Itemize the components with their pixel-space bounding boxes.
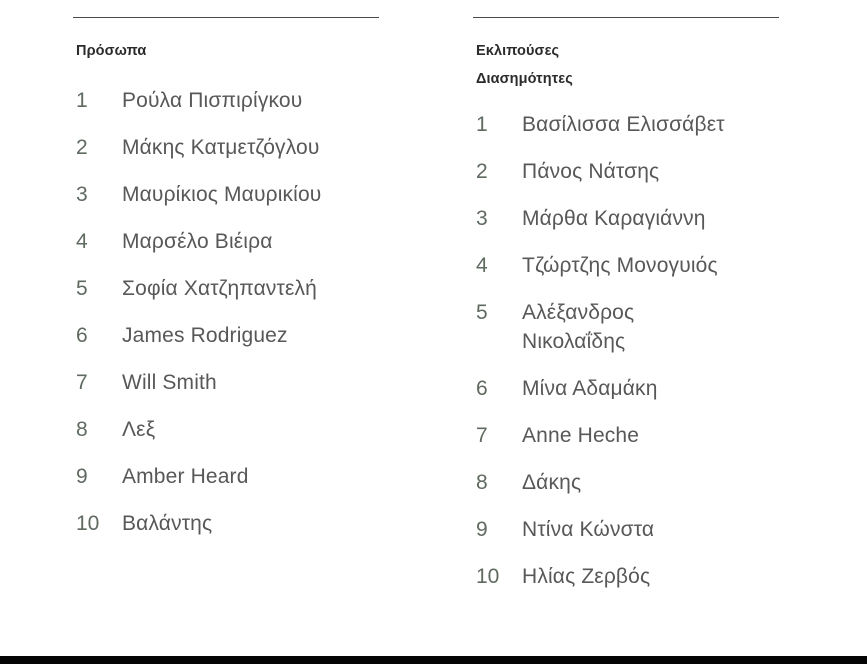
- rank-number: 3: [476, 207, 488, 230]
- column-divider-rule: [473, 17, 779, 18]
- list-item[interactable]: 5 Σοφία Χατζηπαντελή: [73, 274, 379, 303]
- list-item[interactable]: 9 Ντίνα Κώνστα: [473, 515, 779, 544]
- entry-name[interactable]: Anne Heche: [522, 424, 640, 447]
- list-item[interactable]: 4 Τζώρτζης Μονογυιός: [473, 251, 779, 280]
- entry-name[interactable]: Will Smith: [122, 371, 217, 394]
- list-item[interactable]: 10 Ηλίας Ζερβός: [473, 562, 779, 591]
- rank-number: 8: [76, 418, 88, 441]
- rank-number: 4: [76, 230, 88, 253]
- rank-number: 3: [76, 183, 88, 206]
- list-item[interactable]: 1 Βασίλισσα Ελισσάβετ: [473, 110, 779, 139]
- entry-name[interactable]: Ρούλα Πισπιρίγκου: [122, 89, 303, 112]
- list-item[interactable]: 2 Μάκης Κατμετζόγλου: [73, 133, 379, 162]
- entry-name[interactable]: Λεξ: [122, 418, 156, 441]
- list-item[interactable]: 8 Λεξ: [73, 415, 379, 444]
- rank-number: 5: [476, 301, 488, 324]
- list-item[interactable]: 5 Αλέξανδρος Νικολαΐδης: [473, 298, 779, 356]
- rank-number: 4: [476, 254, 488, 277]
- entry-name[interactable]: Μάρθα Καραγιάννη: [522, 207, 706, 230]
- list-item[interactable]: 7 Anne Heche: [473, 421, 779, 450]
- list-item[interactable]: 6 Μίνα Αδαμάκη: [473, 374, 779, 403]
- entry-name[interactable]: Βασίλισσα Ελισσάβετ: [522, 113, 725, 136]
- list-item[interactable]: 7 Will Smith: [73, 368, 379, 397]
- bottom-edge-bar: [0, 656, 867, 664]
- rank-number: 9: [76, 465, 88, 488]
- list-item[interactable]: 2 Πάνος Νάτσης: [473, 157, 779, 186]
- column-title: Εκλιπούσες Διασημότητες: [476, 43, 573, 87]
- ranked-list: 1 Βασίλισσα Ελισσάβετ 2 Πάνος Νάτσης 3 Μ…: [473, 110, 779, 591]
- entry-name[interactable]: Μαυρίκιος Μαυρικίου: [122, 183, 322, 206]
- rank-number: 1: [476, 113, 488, 136]
- list-item[interactable]: 6 James Rodriguez: [73, 321, 379, 350]
- list-item[interactable]: 10 Βαλάντης: [73, 509, 379, 538]
- entry-name[interactable]: Amber Heard: [122, 465, 249, 488]
- entry-name[interactable]: Τζώρτζης Μονογυιός: [522, 254, 718, 277]
- rank-number: 2: [76, 136, 88, 159]
- list-item[interactable]: 8 Δάκης: [473, 468, 779, 497]
- list-column-eklipouses-diasimotites: Εκλιπούσες Διασημότητες 1 Βασίλισσα Ελισ…: [473, 0, 779, 609]
- list-column-prosopa: Πρόσωπα 1 Ρούλα Πισπιρίγκου 2 Μάκης Κατμ…: [73, 0, 379, 556]
- entry-name[interactable]: Βαλάντης: [122, 512, 213, 535]
- list-item[interactable]: 9 Amber Heard: [73, 462, 379, 491]
- list-item[interactable]: 3 Μαυρίκιος Μαυρικίου: [73, 180, 379, 209]
- entry-name[interactable]: Δάκης: [522, 471, 582, 494]
- rank-number: 6: [76, 324, 88, 347]
- ranked-list: 1 Ρούλα Πισπιρίγκου 2 Μάκης Κατμετζόγλου…: [73, 86, 379, 538]
- entry-name[interactable]: Σοφία Χατζηπαντελή: [122, 277, 317, 300]
- entry-name[interactable]: Ηλίας Ζερβός: [522, 565, 651, 588]
- entry-name[interactable]: Πάνος Νάτσης: [522, 160, 660, 183]
- rank-number: 7: [76, 371, 88, 394]
- rank-number: 5: [76, 277, 88, 300]
- rank-number: 9: [476, 518, 488, 541]
- rank-number: 8: [476, 471, 488, 494]
- entry-name[interactable]: James Rodriguez: [122, 324, 288, 347]
- entry-name[interactable]: Ντίνα Κώνστα: [522, 518, 655, 541]
- list-item[interactable]: 4 Μαρσέλο Βιέιρα: [73, 227, 379, 256]
- entry-name[interactable]: Αλέξανδρος Νικολαΐδης: [522, 301, 635, 353]
- entry-name[interactable]: Μάκης Κατμετζόγλου: [122, 136, 320, 159]
- rank-number: 1: [76, 89, 88, 112]
- rank-number: 10: [476, 565, 500, 588]
- rank-number: 6: [476, 377, 488, 400]
- entry-name[interactable]: Μίνα Αδαμάκη: [522, 377, 658, 400]
- list-item[interactable]: 1 Ρούλα Πισπιρίγκου: [73, 86, 379, 115]
- list-item[interactable]: 3 Μάρθα Καραγιάννη: [473, 204, 779, 233]
- column-divider-rule: [73, 17, 379, 18]
- column-title: Πρόσωπα: [76, 43, 147, 59]
- rank-number: 7: [476, 424, 488, 447]
- rank-number: 2: [476, 160, 488, 183]
- entry-name[interactable]: Μαρσέλο Βιέιρα: [122, 230, 273, 253]
- rank-number: 10: [76, 512, 100, 535]
